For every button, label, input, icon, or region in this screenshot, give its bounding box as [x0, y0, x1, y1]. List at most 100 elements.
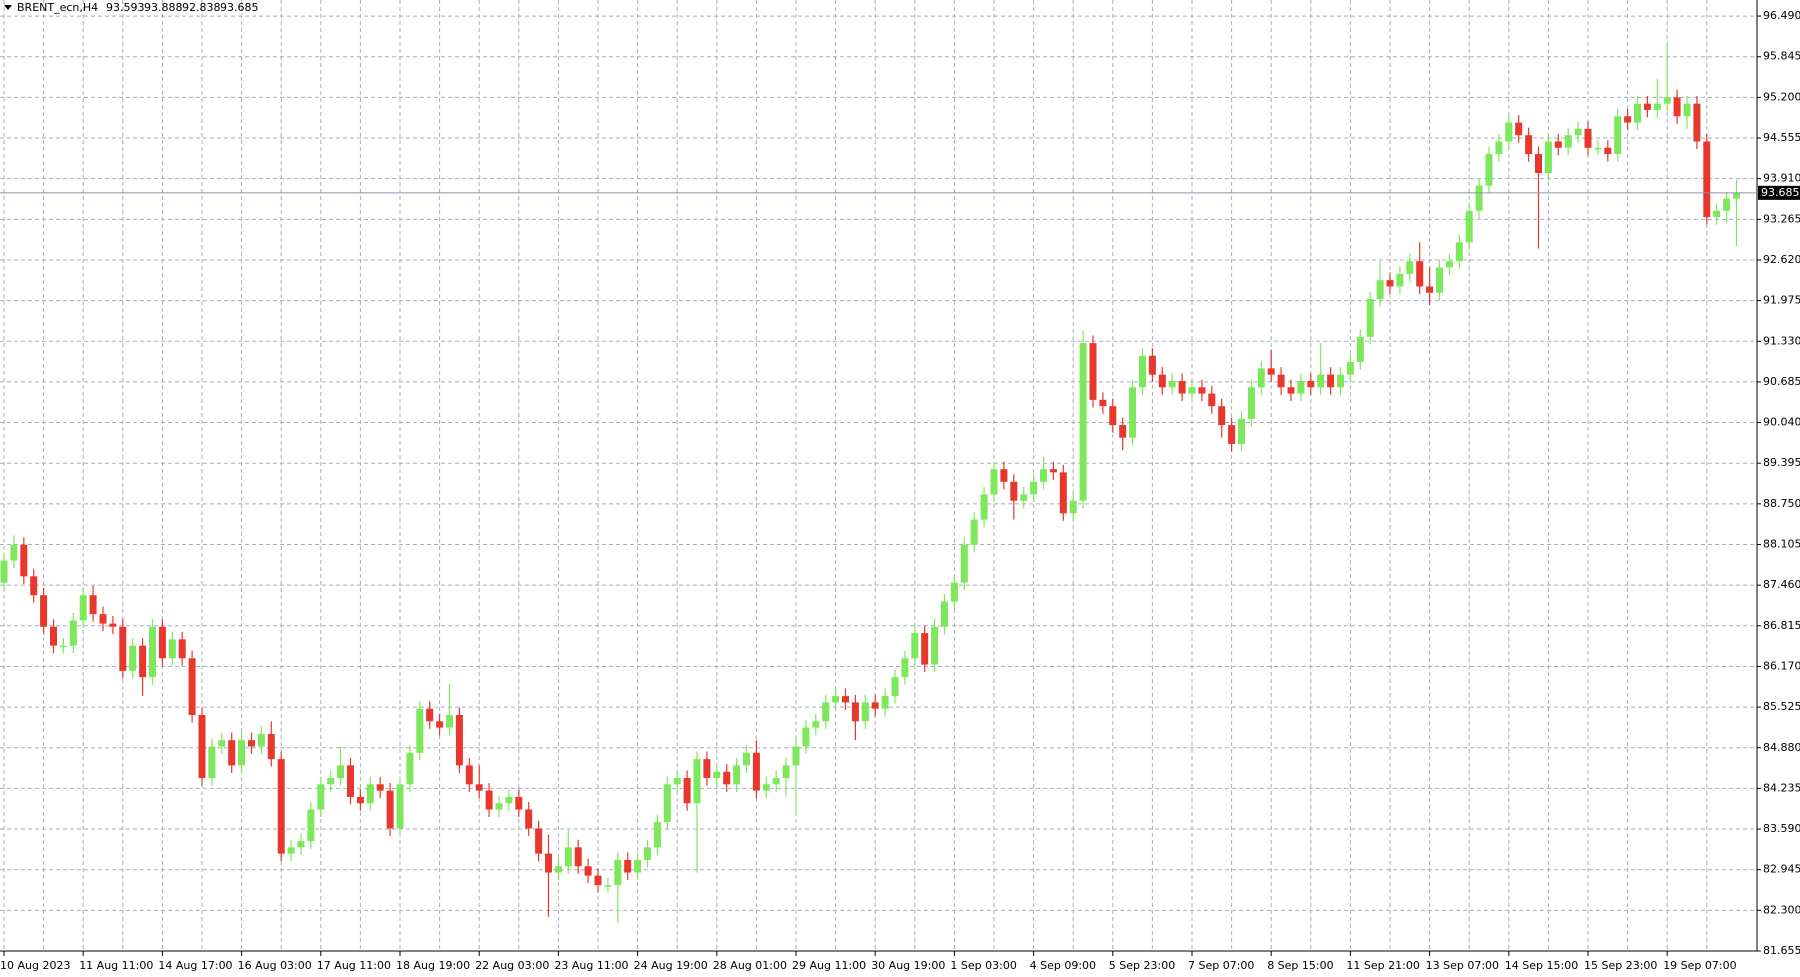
- candle-body: [386, 790, 394, 829]
- last-price-label: 93.685: [1761, 186, 1800, 199]
- candle-body: [475, 784, 483, 791]
- x-tick-label: 23 Aug 11:00: [554, 959, 628, 972]
- candle-body: [1366, 299, 1374, 337]
- candle-body: [505, 796, 513, 804]
- x-tick-label: 16 Aug 03:00: [238, 959, 312, 972]
- candle-body: [30, 576, 38, 596]
- candle-body: [158, 626, 166, 659]
- candle-body: [1495, 141, 1503, 155]
- x-tick-label: 14 Aug 17:00: [158, 959, 232, 972]
- candle-body: [1663, 97, 1671, 104]
- candle-body: [881, 696, 889, 709]
- candle-body: [574, 847, 582, 867]
- candle-body: [59, 645, 67, 648]
- candle-body: [307, 809, 315, 842]
- candle-body: [495, 803, 503, 810]
- low-value: 92.838: [182, 1, 221, 14]
- candle-body: [327, 778, 335, 785]
- candle-body: [1178, 380, 1186, 394]
- y-tick-label: 87.460: [1763, 578, 1800, 591]
- candle-body: [1485, 154, 1493, 186]
- y-tick-label: 95.845: [1763, 50, 1800, 63]
- candle-body: [960, 544, 968, 583]
- candle-body: [921, 633, 929, 665]
- y-tick-label: 96.490: [1763, 9, 1800, 22]
- grid: [0, 0, 1757, 952]
- candle-body: [772, 778, 780, 785]
- candle-body: [287, 847, 295, 854]
- candle-body: [436, 721, 444, 728]
- menu-triangle: [4, 5, 12, 10]
- candle-body: [653, 822, 661, 848]
- x-tick-label: 18 Aug 19:00: [396, 959, 470, 972]
- candle-body: [406, 752, 414, 785]
- candle-body: [40, 595, 48, 627]
- candle-body: [515, 796, 523, 810]
- high-value: 93.888: [144, 1, 183, 14]
- candle-body: [1386, 280, 1394, 287]
- candle-body: [1168, 380, 1176, 388]
- candle-body: [1465, 210, 1473, 243]
- candle-body: [792, 746, 800, 766]
- candle-body: [1287, 387, 1295, 394]
- candle-body: [545, 853, 552, 873]
- candle-body: [99, 614, 107, 624]
- x-tick-label: 7 Sep 07:00: [1188, 959, 1254, 972]
- candle-body: [1059, 472, 1067, 514]
- candle-body: [109, 623, 117, 627]
- candle-body: [1327, 374, 1335, 388]
- candle-body: [901, 658, 909, 678]
- candle-body: [1208, 393, 1216, 407]
- y-tick-label: 90.040: [1763, 416, 1800, 429]
- y-tick-label: 85.525: [1763, 700, 1800, 713]
- candle-body: [802, 727, 810, 747]
- y-tick-label: 83.590: [1763, 822, 1800, 835]
- x-tick-label: 17 Aug 11:00: [317, 959, 391, 972]
- candle-body: [723, 771, 731, 785]
- candle-body: [1089, 343, 1097, 400]
- candle-body: [1346, 362, 1354, 375]
- y-tick-label: 84.880: [1763, 741, 1800, 754]
- candle-body: [1683, 103, 1691, 117]
- candle-body: [1040, 469, 1047, 482]
- candle-body: [188, 658, 196, 715]
- candle-body: [1426, 286, 1434, 293]
- candle-body: [149, 626, 156, 678]
- candle-body: [1396, 273, 1404, 287]
- y-tick-label: 84.235: [1763, 781, 1800, 794]
- candle-body: [1129, 387, 1137, 438]
- candle-body: [119, 626, 127, 671]
- candle-body: [485, 790, 493, 810]
- candle-body: [614, 859, 622, 886]
- candle-body: [1624, 116, 1632, 123]
- x-tick-label: 22 Aug 03:00: [475, 959, 549, 972]
- candle-body: [584, 866, 592, 876]
- x-tick-label: 29 Aug 11:00: [792, 959, 866, 972]
- candle-body: [634, 859, 642, 873]
- candle-body: [1643, 103, 1651, 110]
- x-tick-label: 10 Aug 2023: [0, 959, 70, 972]
- y-tick-label: 90.685: [1763, 375, 1800, 388]
- candle-body: [1723, 198, 1731, 211]
- x-tick-label: 5 Sep 23:00: [1109, 959, 1175, 972]
- y-tick-label: 82.945: [1763, 863, 1800, 876]
- candle-body: [208, 746, 216, 779]
- candle-body: [356, 796, 364, 804]
- candle-body: [871, 702, 879, 709]
- candle-body: [1673, 97, 1681, 117]
- candle-body: [851, 702, 859, 722]
- candle-body: [168, 639, 176, 659]
- candle-body: [812, 721, 820, 728]
- candle-body: [1099, 399, 1107, 407]
- y-tick-label: 94.555: [1763, 131, 1800, 144]
- candle-body: [50, 626, 57, 646]
- candle-body: [267, 733, 275, 760]
- candle-body: [257, 733, 265, 747]
- candle-body: [1416, 261, 1424, 287]
- candle-body: [822, 702, 830, 722]
- candle-body: [1703, 141, 1711, 218]
- candle-body: [1564, 135, 1572, 148]
- candle-body: [1317, 374, 1325, 388]
